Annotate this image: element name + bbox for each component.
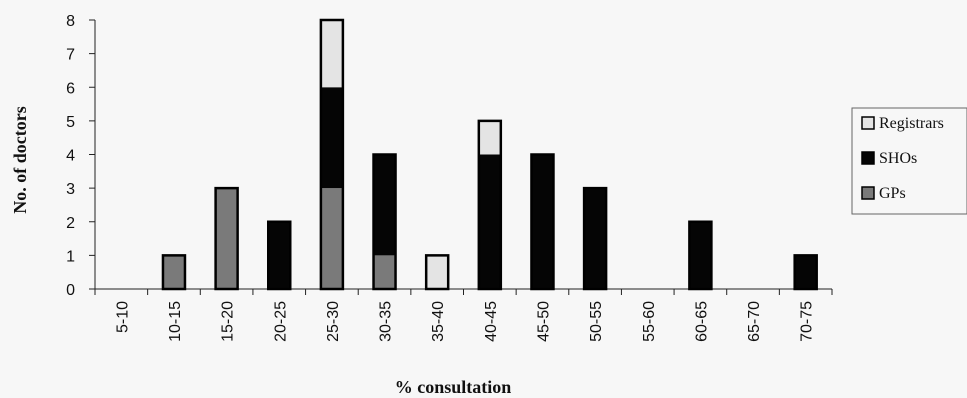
bar-outline (214, 186, 239, 291)
x-tick-label: 50-55 (588, 301, 605, 342)
x-tick-label: 65-70 (746, 301, 763, 342)
y-tick-label: 8 (66, 13, 75, 30)
legend-label-shos: SHOs (879, 150, 917, 167)
bar-segment-registrars (478, 120, 501, 155)
y-tick-label: 2 (66, 215, 75, 232)
legend-label-gps: GPs (879, 185, 906, 202)
x-tick-labels: 5-10 10-15 15-20 20-25 25-30 30-35 35-40 40-45 4… (114, 301, 815, 342)
bar-segment-registrars (426, 255, 449, 289)
x-tick-label: 10-15 (167, 301, 184, 342)
legend-swatch-registrars (861, 116, 875, 130)
x-tick-label: 55-60 (641, 301, 658, 342)
x-tick-label: 15-20 (220, 301, 237, 342)
bar-segment-shos (268, 221, 291, 289)
x-tick-label: 35-40 (430, 301, 447, 342)
bar-outline (582, 186, 608, 291)
bar-outline (688, 220, 713, 291)
bar-outline (530, 153, 555, 291)
bar-segment-shos (531, 154, 554, 289)
bar-outline (477, 119, 503, 291)
x-tick-label: 45-50 (535, 301, 552, 342)
legend-swatch-gps (861, 186, 875, 200)
y-axis-title: No. of doctors (10, 106, 30, 213)
x-tick-label: 20-25 (272, 301, 289, 342)
y-tick-label: 5 (66, 114, 75, 131)
legend: Registrars SHOs GPs (851, 107, 967, 215)
x-tick-label: 40-45 (483, 301, 500, 342)
y-tick-label: 1 (66, 248, 75, 265)
bar-segment-shos (320, 87, 343, 189)
x-tick-label: 60-65 (693, 301, 710, 342)
bar-outline (267, 220, 292, 291)
x-tick-label: 30-35 (378, 301, 395, 342)
bar-segment-shos (584, 188, 607, 289)
y-tick-label: 4 (66, 148, 75, 165)
legend-label-registrars: Registrars (879, 115, 944, 132)
bars (161, 18, 818, 291)
y-tick-label: 6 (66, 80, 75, 97)
bar-segment-gps (320, 188, 343, 289)
bar-segment-shos (794, 255, 817, 289)
bar-segment-registrars (320, 20, 343, 88)
x-tick-label: 5-10 (114, 301, 131, 333)
x-tick-label: 70-75 (799, 301, 816, 342)
bar-segment-shos (478, 154, 501, 289)
bar-outline (372, 153, 397, 291)
bar-segment-gps (215, 188, 238, 289)
bar-segment-gps (373, 255, 396, 289)
y-tick-label: 0 (66, 282, 75, 299)
bar-outline (793, 254, 818, 291)
y-tick-label: 3 (66, 181, 75, 198)
y-tick-labels: 0 1 2 3 4 5 6 7 8 (66, 13, 75, 299)
x-tick-label: 25-30 (325, 301, 342, 342)
bar-segment-gps (162, 255, 185, 289)
bar-outline (424, 254, 450, 291)
bar-outline (161, 254, 187, 291)
legend-swatch-shos (861, 151, 875, 165)
bar-segment-shos (689, 221, 712, 289)
bar-segment-shos (373, 154, 396, 256)
y-tick-label: 7 (66, 47, 75, 64)
x-axis-title: % consultation (395, 377, 512, 397)
bar-outline (319, 18, 345, 291)
